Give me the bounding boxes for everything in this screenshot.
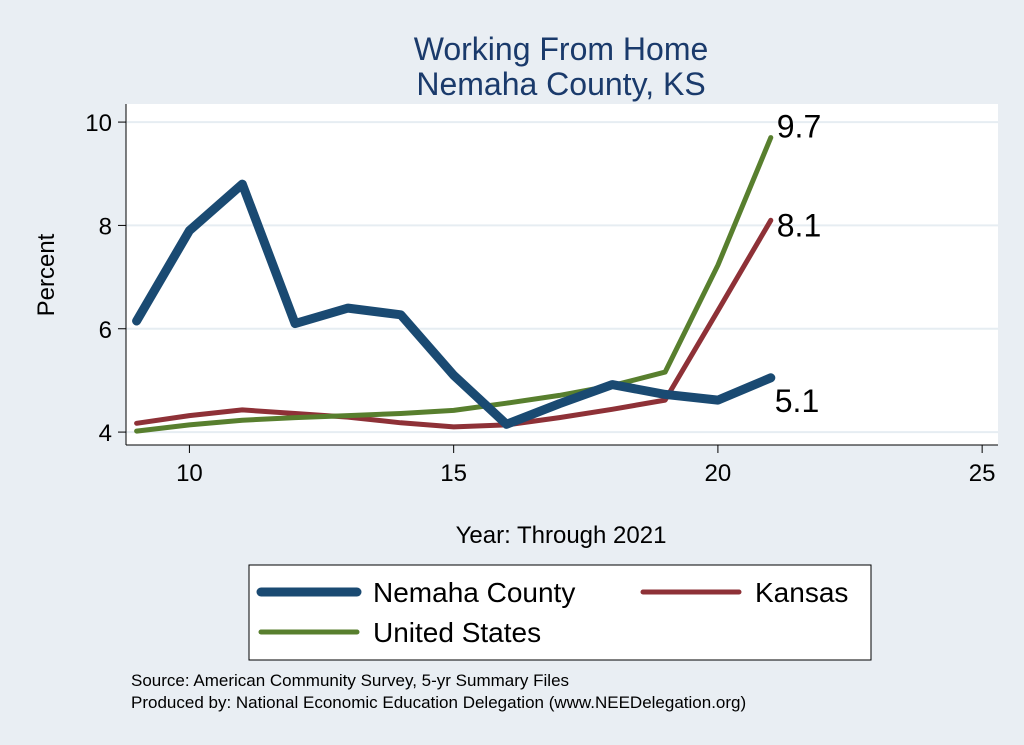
end-label-united-states: 9.7	[777, 109, 821, 145]
series-line-kansas	[134, 217, 774, 430]
legend-label-nemaha: Nemaha County	[373, 577, 575, 608]
end-labels: 5.1 8.1 9.7	[775, 109, 821, 419]
series-line-united-states	[134, 135, 774, 434]
producer-note: Produced by: National Economic Education…	[131, 693, 746, 712]
x-tick-label-25: 25	[969, 460, 996, 487]
y-axis-label: Percent	[33, 233, 60, 316]
legend-label-united-states: United States	[373, 617, 541, 648]
x-ticks: 10 15 20 25	[176, 445, 995, 487]
gridlines	[126, 121, 998, 434]
series-line-nemaha-county	[132, 179, 776, 429]
legend-item-united-states: United States	[258, 617, 541, 648]
x-axis-label: Year: Through 2021	[456, 522, 667, 549]
end-label-kansas: 8.1	[777, 207, 821, 243]
legend-box	[248, 564, 872, 661]
y-tick-label-6: 6	[99, 317, 112, 344]
legend-item-kansas: Kansas	[640, 577, 848, 608]
chart-title-line-2: Nemaha County, KS	[416, 66, 705, 102]
plot-area	[126, 104, 998, 445]
x-tick-label-20: 20	[705, 460, 732, 487]
x-tick-label-15: 15	[440, 460, 467, 487]
end-label-nemaha-county: 5.1	[775, 383, 819, 419]
legend-item-nemaha: Nemaha County	[256, 577, 575, 608]
y-tick-label-4: 4	[99, 420, 112, 447]
series-lines	[132, 135, 776, 434]
x-tick-label-10: 10	[176, 460, 203, 487]
legend-label-kansas: Kansas	[755, 577, 848, 608]
source-note: Source: American Community Survey, 5-yr …	[131, 671, 569, 690]
y-tick-label-10: 10	[85, 110, 112, 137]
y-ticks: 4 6 8 10	[85, 110, 126, 447]
y-tick-label-8: 8	[99, 213, 112, 240]
chart-title-line-1: Working From Home	[414, 31, 709, 67]
